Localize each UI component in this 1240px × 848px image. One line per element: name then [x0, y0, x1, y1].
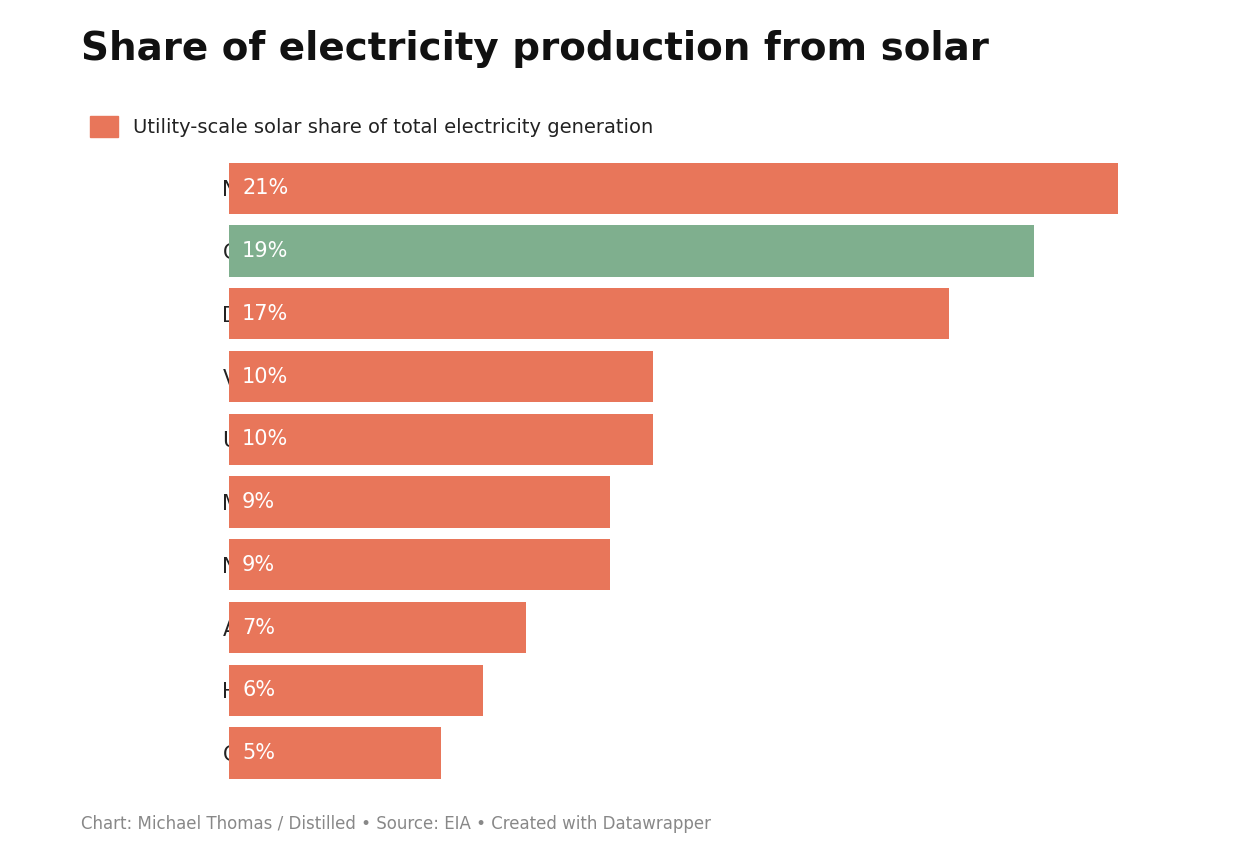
- Text: 10%: 10%: [242, 429, 289, 449]
- Text: Chart: Michael Thomas / Distilled • Source: EIA • Created with Datawrapper: Chart: Michael Thomas / Distilled • Sour…: [81, 815, 711, 833]
- Text: 17%: 17%: [242, 304, 289, 324]
- Text: 6%: 6%: [242, 680, 275, 700]
- Legend: Utility-scale solar share of total electricity generation: Utility-scale solar share of total elect…: [91, 115, 653, 137]
- Text: 5%: 5%: [242, 743, 275, 763]
- Text: 9%: 9%: [242, 492, 275, 512]
- Bar: [229, 163, 1118, 214]
- Text: 19%: 19%: [242, 241, 289, 261]
- Bar: [229, 351, 652, 402]
- Text: Share of electricity production from solar: Share of electricity production from sol…: [81, 30, 988, 68]
- Bar: [229, 665, 484, 716]
- Bar: [229, 728, 441, 778]
- Bar: [229, 226, 1033, 276]
- Bar: [229, 539, 610, 590]
- Bar: [229, 414, 652, 465]
- Bar: [229, 477, 610, 527]
- Text: 7%: 7%: [242, 617, 275, 638]
- Bar: [229, 288, 949, 339]
- Text: 9%: 9%: [242, 555, 275, 575]
- Text: 21%: 21%: [242, 178, 289, 198]
- Text: 10%: 10%: [242, 366, 289, 387]
- Bar: [229, 602, 526, 653]
